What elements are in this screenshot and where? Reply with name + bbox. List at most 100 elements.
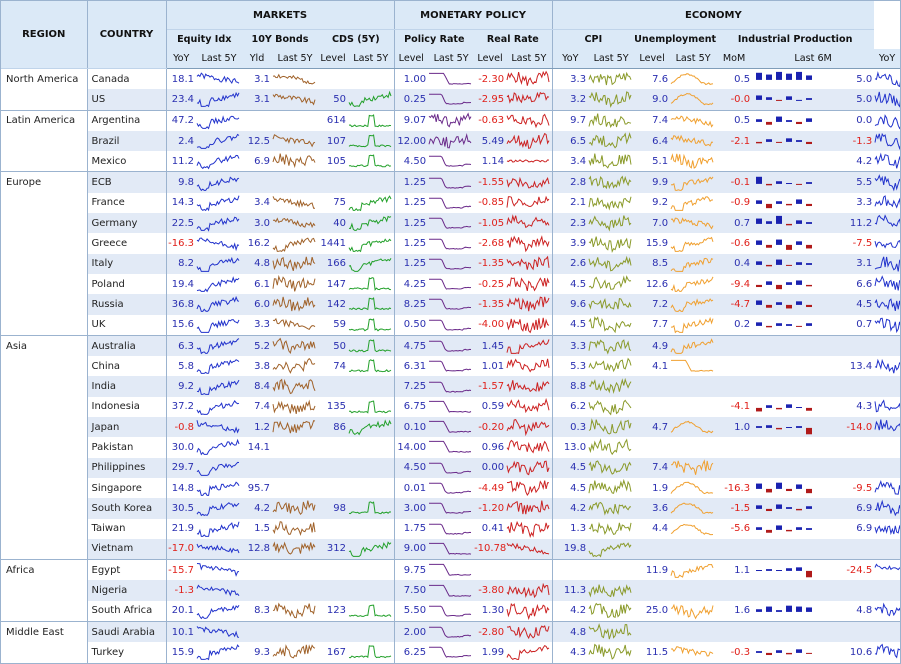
ip-bars-cell [752,376,829,397]
ip-sparkline [875,644,900,660]
policy-sparkline [429,503,472,515]
country-cell: Australia [87,334,167,357]
policy-sparkline-line [429,626,472,638]
cds-sparkline [348,378,392,396]
header-country: COUNTRY [87,1,167,69]
header-cds: CDS (5Y) [318,29,395,49]
equity-sparkline [196,338,240,355]
table-row: Philippines 29.7 4.50 0.00 4.5 7.4 [1,457,900,478]
ip-sparkline [874,92,900,108]
policy-sparkline-cell [428,457,475,478]
ip-yoy-cell [828,437,874,457]
real-rate-sparkline-line [506,132,550,150]
equity-sparkline-line [196,399,240,415]
unemployment-sparkline [670,298,714,313]
ip-sparkline-cell [874,457,900,478]
bond-sparkline [272,420,316,434]
cpi-yoy-cell: 4.2 [552,498,589,519]
region-cell [1,253,88,274]
bond-yield-cell: 12.8 [242,538,272,560]
real-rate-sparkline-line [506,602,550,620]
ip-bar-chart [756,482,813,494]
cpi-yoy-cell: 3.3 [570,73,587,85]
country-cell: Italy [87,253,167,274]
cpi-sparkline [588,561,632,579]
ip-bar [796,406,803,408]
header-monetary-policy: MONETARY POLICY [394,1,553,30]
unemployment-sparkline [670,623,714,641]
cpi-sparkline [588,339,632,355]
real-rate-sparkline-cell [506,273,553,295]
cpi-sparkline-cell [588,559,635,581]
unemployment-sparkline-cell [670,417,717,438]
cpi-sparkline [588,153,632,170]
ip-bar-chart [756,138,813,145]
ip-yoy-cell: 5.0 [856,73,873,85]
cds-sparkline-cell [348,437,395,458]
ip-bar [786,427,793,429]
bond-sparkline-line [272,520,316,536]
ip-bars-cell [752,519,828,539]
real-rate-sparkline-line [506,70,550,86]
real-rate-sparkline-cell [506,621,553,643]
policy-rate-cell: 6.31 [403,360,427,372]
ip-bar [806,75,813,81]
ip-sparkline-cell [874,109,900,131]
ip-bar [776,141,783,143]
ip-bar [796,567,803,572]
ip-sparkline-line [874,298,900,312]
unemployment-level-cell: 5.1 [652,155,669,167]
table-row: Europe ECB 9.8 1.25 -1.55 2.8 9.9 -0.1 5.5 [1,171,900,193]
cds-sparkline [348,645,392,659]
real-rate-sparkline-cell [506,294,553,315]
cds-sparkline [348,154,392,168]
equity-sparkline [196,296,240,313]
ip-bar [766,281,773,286]
cpi-sparkline-line [588,255,632,272]
unemployment-sparkline [670,378,714,396]
cds-sparkline [348,70,392,88]
equity-sparkline-cell [196,580,242,601]
ip-sparkline-cell [874,193,900,213]
subheader-last5y: Last 5Y [272,49,318,69]
real-rate-sparkline-line [506,582,550,598]
ip-sparkline [874,337,900,355]
ip-bar [796,262,803,265]
unemployment-level-cell [634,437,670,457]
cds-sparkline [348,520,392,538]
policy-sparkline-cell [428,69,474,90]
ip-bar [796,240,803,245]
policy-sparkline-line [429,647,472,659]
bond-sparkline [272,112,316,130]
policy-sparkline [429,542,472,555]
cpi-sparkline-cell [588,601,634,622]
equity-sparkline [196,216,240,232]
unemployment-sparkline-line [671,217,714,230]
policy-sparkline [429,319,472,331]
policy-sparkline [429,94,472,106]
equity-sparkline-cell [196,538,242,560]
bond-sparkline [272,378,316,394]
bond-sparkline [272,297,316,313]
ip-sparkline [874,317,900,333]
ip-mom-cell [716,356,752,376]
ip-bar [756,505,763,510]
unemployment-sparkline-line [670,481,714,495]
ip-bar [766,74,773,81]
bond-sparkline-cell [272,315,318,336]
ip-sparkline-line [874,214,900,228]
ip-bar [776,302,783,306]
table-row: US 23.4 3.1 50 0.25 -2.95 3.2 9.0 -0.0 5.0 [1,89,900,111]
table-row: France 14.3 3.4 75 1.25 -0.85 2.1 9.2 -0.9 3.3 [1,192,900,214]
table-row: Africa Egypt -15.7 9.75 11.9 1.1 -24.5 [1,559,900,581]
real-rate-sparkline [507,480,550,497]
cpi-sparkline-line [588,521,632,535]
policy-sparkline-line [429,542,472,555]
real-rate-cell: -2.68 [478,238,505,250]
ip-bar [796,121,803,124]
ip-bar [806,607,813,612]
cpi-sparkline-line [588,602,632,618]
unemployment-sparkline-line [671,603,714,620]
unemployment-sparkline [670,93,714,106]
country-cell: Poland [87,273,167,295]
